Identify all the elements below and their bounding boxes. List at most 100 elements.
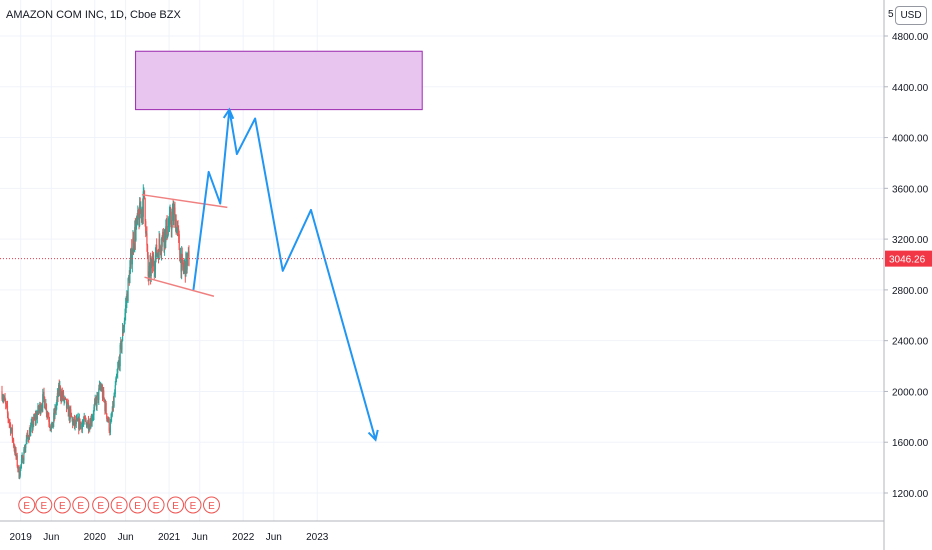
candle-body [154, 269, 156, 271]
x-tick-label: 2021 [158, 532, 181, 543]
candle-body [179, 254, 182, 262]
candle-body [137, 210, 140, 216]
candle-body [59, 386, 61, 392]
candle-body [87, 420, 90, 429]
candle-body [53, 412, 55, 424]
candle-body [17, 466, 20, 469]
candle-body [122, 329, 124, 333]
candle-body [30, 427, 32, 437]
projection-arrow-peak [222, 107, 235, 120]
candle-body [51, 422, 54, 428]
candle-body [167, 234, 169, 237]
earnings-marker [110, 496, 128, 514]
candle-body [91, 419, 93, 423]
candle-body [29, 429, 31, 437]
candle-body [123, 320, 126, 328]
candle-body [3, 398, 5, 400]
candle-body [73, 419, 75, 422]
candle-body [11, 427, 13, 430]
candle-body [7, 413, 9, 419]
candle-body [8, 418, 10, 422]
candle-body [57, 393, 59, 397]
candle-body [5, 404, 7, 406]
candle-body [149, 261, 152, 277]
candle-body [159, 238, 161, 246]
candle-body [125, 302, 127, 306]
candle-body [107, 418, 110, 422]
candle-body [131, 248, 133, 265]
x-tick-label: Jun [43, 532, 59, 543]
candle-body [75, 419, 77, 425]
candle-body [160, 251, 162, 253]
candles-layer [1, 184, 190, 480]
candle-body [75, 420, 77, 425]
candle-body [173, 207, 175, 210]
earnings-marker [18, 496, 36, 514]
candle-body [71, 417, 73, 419]
candle-body [128, 276, 130, 279]
candle-body [70, 409, 72, 414]
candle-body [76, 418, 79, 421]
x-tick-label: 2020 [84, 532, 107, 543]
candle-body [142, 208, 144, 217]
candle-body [58, 384, 60, 392]
candle-body [73, 419, 76, 426]
candle-body [47, 414, 49, 416]
candle-body [2, 398, 4, 400]
candle-body [37, 405, 39, 414]
price-fragment: 5 [888, 9, 894, 20]
x-tick-label: Jun [118, 532, 134, 543]
candle-body [115, 377, 118, 379]
candle-body [62, 392, 65, 401]
candle-body [111, 411, 113, 416]
candle-body [168, 213, 171, 225]
candle-body [175, 219, 177, 233]
candle-body [31, 420, 34, 429]
candle-body [119, 345, 121, 367]
candle-body [132, 237, 135, 248]
candle-body [137, 210, 139, 220]
x-tick-label: Jun [192, 532, 208, 543]
candle-body [165, 226, 167, 243]
candle-body [28, 429, 31, 440]
candle-body [4, 396, 6, 402]
candle-body [183, 265, 185, 270]
earnings-marker-label: E [134, 501, 141, 512]
candle-body [149, 261, 151, 266]
annotations-layer [0, 50, 884, 442]
candle-body [185, 253, 188, 270]
candle-body [114, 393, 116, 396]
candle-body [13, 445, 15, 449]
x-tick-label: 2023 [306, 532, 329, 543]
candle-body [53, 412, 55, 417]
candle-body [135, 226, 137, 241]
candle-body [31, 420, 33, 424]
candle-body [92, 416, 94, 420]
candle-body [185, 253, 187, 277]
candle-body [181, 254, 183, 272]
candle-body [67, 403, 69, 417]
candle-body [186, 258, 188, 270]
candle-body [39, 403, 41, 413]
candle-body [22, 455, 24, 464]
currency-button[interactable]: USD [895, 6, 927, 25]
candle-body [42, 394, 44, 408]
candle-body [97, 392, 99, 400]
candle-body [24, 448, 26, 453]
candle-body [99, 385, 101, 389]
candle-body [92, 415, 94, 417]
candle-body [33, 417, 35, 420]
candle-body [36, 414, 38, 420]
y-tick-label: 3200.00 [892, 235, 929, 246]
candle-body [65, 399, 68, 409]
projection-path [192, 108, 377, 440]
x-tick-label: 2019 [10, 532, 33, 543]
candle-body [134, 227, 136, 247]
candle-body [1, 391, 3, 400]
candle-body [59, 386, 62, 397]
candle-body [18, 466, 20, 479]
candle-body [74, 420, 76, 426]
candle-body [43, 391, 45, 398]
